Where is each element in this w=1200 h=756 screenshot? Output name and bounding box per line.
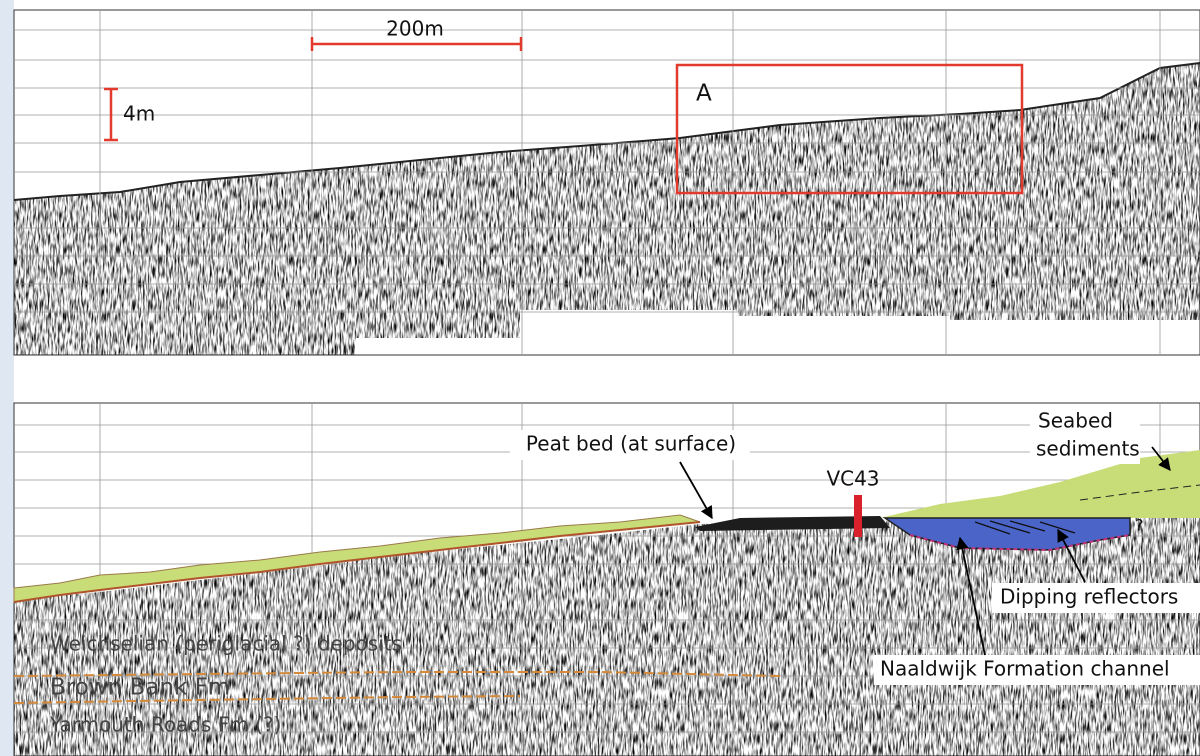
seabed-sediments xyxy=(880,450,1200,518)
label-bg xyxy=(874,655,1200,685)
seabed-reflector xyxy=(13,62,1200,201)
dipping-label: Dipping reflectors xyxy=(1000,585,1178,609)
unit-label: Yarmouth Roads Fm (?) xyxy=(49,713,281,737)
side-strip xyxy=(0,0,14,756)
grid xyxy=(14,10,1200,355)
question-mark: ? xyxy=(1135,516,1144,535)
sediment-base xyxy=(13,521,701,603)
highlight-box xyxy=(675,63,1024,195)
core-label: VC43 xyxy=(826,467,879,491)
vertical-scale-label: 4m xyxy=(123,102,155,126)
arrow xyxy=(679,461,713,520)
grid xyxy=(14,403,1200,756)
dipping-lines xyxy=(974,520,1076,535)
core-marker xyxy=(854,495,862,537)
label-bg xyxy=(992,583,1200,613)
horizontal-scale-label: 200m xyxy=(386,17,444,41)
unit-label: Weichselian (periglacial ?) deposits xyxy=(50,632,402,656)
seabed-label: sediments xyxy=(1036,437,1140,461)
peat-label: Peat bed (at surface) xyxy=(526,432,736,456)
bottom-panel: VC43 Peat bed (at surface) Seabed sedime… xyxy=(13,402,1200,756)
label-bg xyxy=(1030,408,1140,464)
label-bg xyxy=(510,430,750,460)
channel-base xyxy=(909,534,1131,552)
arrow xyxy=(1151,446,1171,471)
arrow xyxy=(956,536,986,656)
box-label: A xyxy=(696,81,712,107)
arrow xyxy=(1057,528,1086,583)
scale-bars xyxy=(104,37,523,142)
unit-boundary xyxy=(13,671,781,677)
unit-boundary xyxy=(13,695,521,704)
peat-bed xyxy=(695,516,890,531)
seabed-label: Seabed xyxy=(1038,409,1113,433)
channel-label: Naaldwijk Formation channel xyxy=(880,657,1170,681)
unit-label: Brown Bank Fm xyxy=(50,675,230,701)
dashed-reflector xyxy=(1079,484,1200,501)
top-panel: 200m 4m A xyxy=(13,9,1200,356)
